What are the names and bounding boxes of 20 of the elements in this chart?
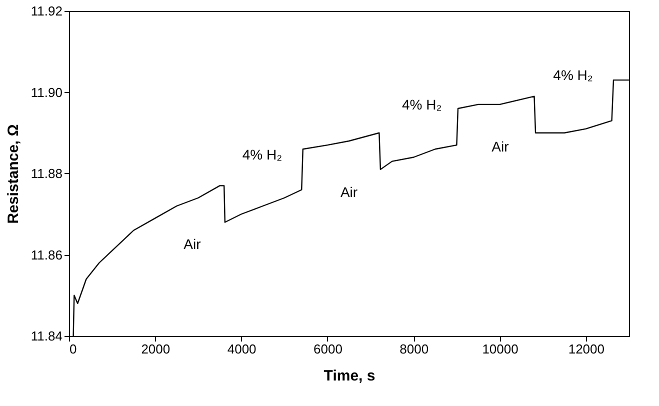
x-tick-label: 0 bbox=[70, 342, 77, 356]
y-tick-label: 11.84 bbox=[30, 328, 62, 344]
annotation: Air bbox=[492, 138, 510, 154]
x-tick-label: 6000 bbox=[314, 342, 342, 356]
y-tick-label: 11.92 bbox=[30, 4, 62, 18]
x-tick-label: 4000 bbox=[227, 342, 256, 356]
y-tick-label: 11.86 bbox=[30, 247, 62, 262]
annotation: Air bbox=[184, 236, 202, 252]
annotation: 4% H₂ bbox=[553, 67, 593, 83]
annotation: 4% H₂ bbox=[402, 96, 442, 112]
y-axis-title: Resistance, Ω bbox=[4, 124, 22, 224]
x-tick-label: 10000 bbox=[482, 342, 518, 356]
x-axis-title: Time, s bbox=[324, 368, 376, 384]
x-tick-label: 8000 bbox=[400, 342, 429, 356]
x-tick-label: 2000 bbox=[141, 342, 170, 356]
x-tick-label: 12000 bbox=[568, 342, 604, 356]
annotation: 4% H₂ bbox=[242, 146, 282, 163]
y-tick-label: 11.88 bbox=[30, 166, 62, 181]
y-tick-label: 11.90 bbox=[30, 84, 62, 100]
annotation: Air bbox=[340, 184, 358, 200]
